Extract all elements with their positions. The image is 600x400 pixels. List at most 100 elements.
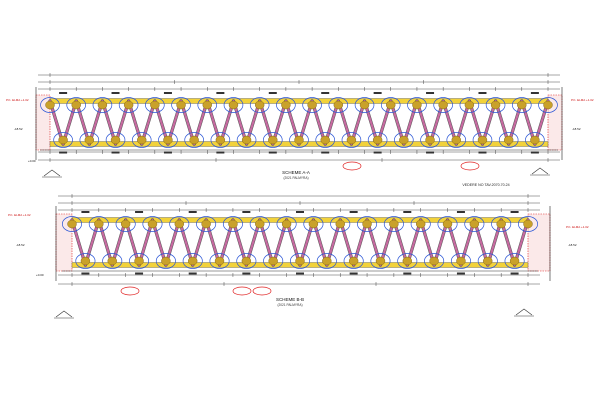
member-tag-bottom [216,151,225,154]
bottom-node-revision-cloud [370,253,391,269]
bottom-gusset-node [84,135,95,145]
top-node-revision-cloud [538,97,558,113]
bottom-node-revision-cloud [182,253,203,269]
top-gusset-node [438,100,448,110]
top-node-revision-cloud [66,97,86,113]
top-node-revision-cloud [276,216,297,232]
top-gusset-node [120,219,131,229]
member-tag-bottom [510,272,519,275]
top-chord [71,217,529,223]
bottom-gusset-node [294,135,304,145]
top-node-revision-cloud [407,97,427,113]
bottom-gusset-node [451,135,461,145]
top-node-revision-cloud [464,216,485,232]
bottom-gusset-node [425,135,435,145]
member-tag-top [81,211,90,213]
member-tag-top [349,211,358,213]
bottom-gusset-node [322,256,332,266]
top-node-revision-cloud [249,97,270,113]
bottom-node-revision-cloud [315,132,335,148]
top-node-revision-cloud [145,97,165,113]
member-tag-bottom [478,151,487,154]
red-revision-cloud [120,286,140,296]
bottom-gusset-node [320,135,330,145]
top-node-revision-cloud [249,216,270,232]
bottom-node-revision-cloud [525,132,545,148]
member-tag-bottom [530,151,539,154]
bottom-node-revision-cloud [75,253,96,269]
top-node-revision-cloud [485,97,506,113]
top-node-revision-cloud [491,216,512,232]
member-tag-top [59,92,68,94]
bottom-gusset-node [399,135,409,145]
top-gusset-node [359,100,370,110]
member-tag-top [296,211,304,213]
view-b-left-level: -18.52 [16,243,25,247]
bottom-node-revision-cloud [472,132,493,148]
top-gusset-node [94,219,104,229]
bottom-gusset-node [58,135,68,145]
bottom-gusset-node [456,256,466,266]
bottom-node-revision-cloud [209,253,230,269]
view-a-reference-note: VEDERE NO TAV.2070.70.24 [462,183,509,187]
member-tag-bottom [242,272,251,275]
bottom-node-revision-cloud [263,253,284,269]
bottom-node-revision-cloud [341,132,362,148]
bottom-node-revision-cloud [129,253,150,269]
top-node-revision-cloud [433,97,453,113]
top-gusset-node [523,219,533,229]
bottom-node-revision-cloud [210,132,231,148]
member-tag-bottom [373,151,382,154]
bottom-gusset-node [137,135,147,145]
truss-elevation-a [35,73,563,178]
top-node-revision-cloud [115,216,136,232]
view-b-right-level: -18.52 [568,243,577,247]
member-tag-bottom [163,151,172,154]
bottom-node-revision-cloud [158,132,178,148]
view-b-base-level: +0.00 [36,273,44,277]
bottom-gusset-node [189,135,199,145]
bottom-gusset-node [107,256,117,266]
member-tag-bottom [349,272,358,275]
top-node-revision-cloud [354,97,375,113]
bottom-node-revision-cloud [105,132,126,148]
bottom-node-revision-cloud [155,253,176,269]
bottom-gusset-node [268,256,278,266]
member-tag-bottom [321,151,330,154]
top-gusset-node [228,100,239,110]
bottom-node-revision-cloud [289,253,311,269]
truss-elevation-b [54,194,551,319]
bottom-gusset-node [429,256,439,266]
top-node-revision-cloud [517,216,539,232]
bottom-gusset-node [295,256,305,266]
top-node-revision-cloud [118,97,139,113]
bottom-gusset-node [161,256,171,266]
top-gusset-node [490,100,501,110]
top-gusset-node [412,100,422,110]
support-symbol [43,169,61,177]
bottom-node-revision-cloud [236,253,257,269]
top-gusset-node [386,100,396,110]
bottom-node-revision-cloud [420,132,440,148]
top-gusset-node [254,100,265,110]
bottom-node-revision-cloud [343,253,364,269]
top-node-revision-cloud [197,97,218,113]
bottom-node-revision-cloud [504,253,525,269]
bottom-node-revision-cloud [477,253,498,269]
member-tag-top [216,92,225,94]
view-a-left-side-label: P.K. ELMA +1.02 [6,98,29,102]
bottom-node-revision-cloud [184,132,204,148]
view-b-title: SCHEME B-B [276,297,304,302]
bottom-gusset-node [110,135,121,145]
top-gusset-node [228,219,238,229]
bottom-node-revision-cloud [289,132,309,148]
top-node-revision-cloud [222,216,243,232]
red-revision-cloud [232,286,252,296]
bottom-node-revision-cloud [450,253,471,269]
top-gusset-node [442,219,453,229]
bottom-gusset-node [346,135,357,145]
top-node-revision-cloud [142,216,163,232]
bottom-gusset-node [348,256,359,266]
bottom-node-revision-cloud [367,132,388,148]
bottom-gusset-node [503,135,514,145]
